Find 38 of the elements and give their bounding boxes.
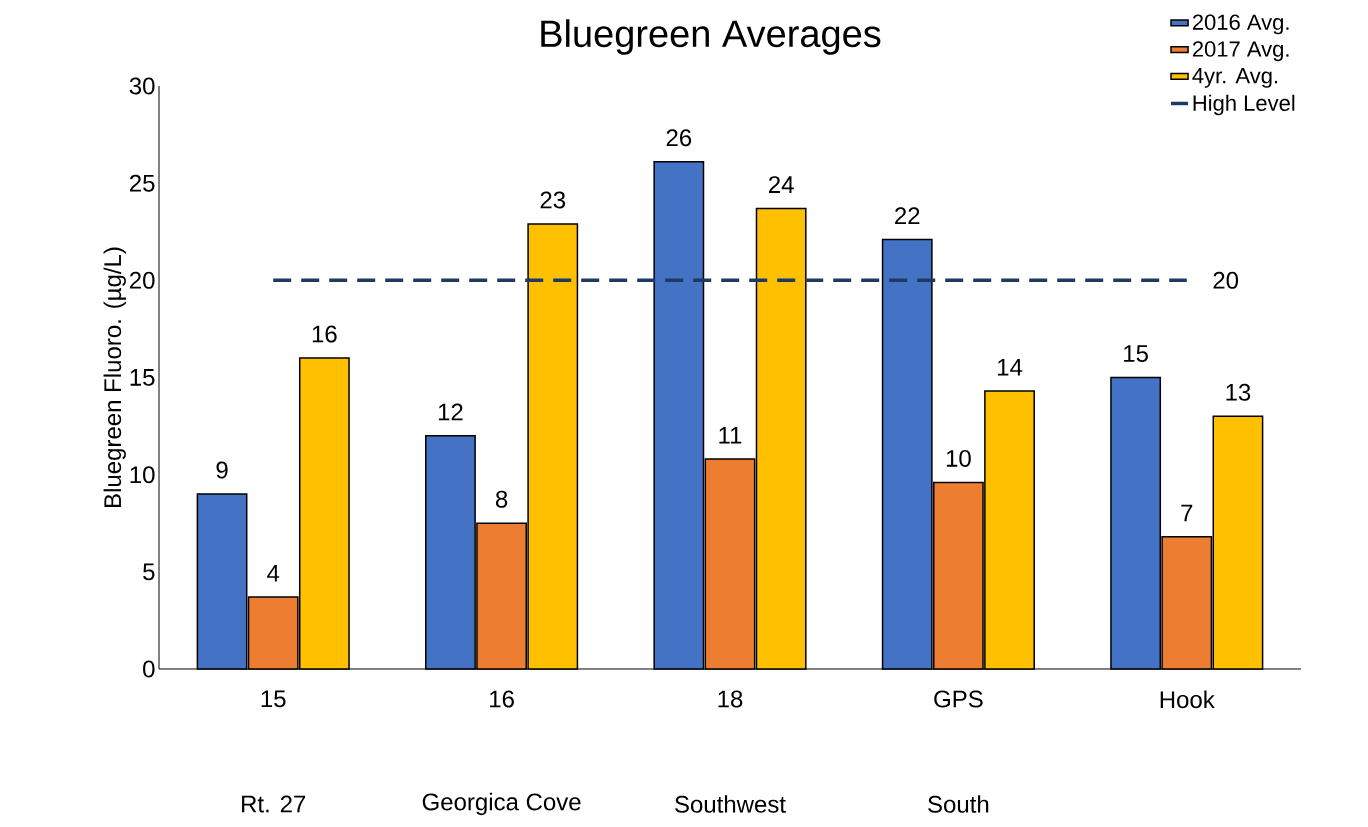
chart-title: Bluegreen Averages <box>541 19 881 55</box>
x-tick-label: 18 <box>718 690 743 708</box>
y-axis-title: Bluegreen Fluoro. (µg/L) <box>103 247 126 507</box>
y-tick-label: 0 <box>143 660 155 678</box>
x-tick-label: 15 <box>261 690 286 708</box>
text: Southwest <box>675 795 786 813</box>
data-label: 9 <box>216 461 228 479</box>
legend-label: 2016 Avg. <box>1192 14 1289 35</box>
data-label: 11 <box>719 427 742 444</box>
data-label: 15 <box>1124 345 1148 362</box>
data-label: 23 <box>540 191 566 209</box>
data-label: 10 <box>946 449 971 467</box>
data-label: 12 <box>438 403 463 421</box>
data-label: 26 <box>666 129 692 147</box>
x-tick-label: 16 <box>490 690 514 708</box>
legend-label: High Level <box>1193 94 1295 116</box>
y-tick-label: 25 <box>129 174 155 192</box>
data-label: 4 <box>267 565 280 582</box>
text: Rt. 27 <box>242 795 306 813</box>
data-label: 24 <box>769 176 794 193</box>
text: Georgica Cove <box>422 792 581 816</box>
x-tick-label: Hook <box>1160 690 1215 709</box>
data-label: 13 <box>1226 383 1251 401</box>
data-label: 8 <box>495 490 508 508</box>
legend-label: 4yr. Avg. <box>1192 68 1278 88</box>
data-label: 16 <box>312 325 337 343</box>
data-label: 7 <box>1181 504 1193 522</box>
y-tick-label: 30 <box>129 77 155 95</box>
data-label: 20 <box>1213 271 1239 289</box>
data-label: 14 <box>998 359 1023 376</box>
x-tick-label: GPS <box>934 690 983 708</box>
legend-label: 2017 Avg. <box>1192 41 1289 62</box>
y-tick-label: 5 <box>143 563 155 581</box>
data-label: 22 <box>895 207 920 224</box>
y-tick-label: 15 <box>130 369 155 386</box>
y-tick-label: 20 <box>129 271 155 289</box>
y-tick-label: 10 <box>130 466 155 484</box>
text: South <box>928 795 989 813</box>
